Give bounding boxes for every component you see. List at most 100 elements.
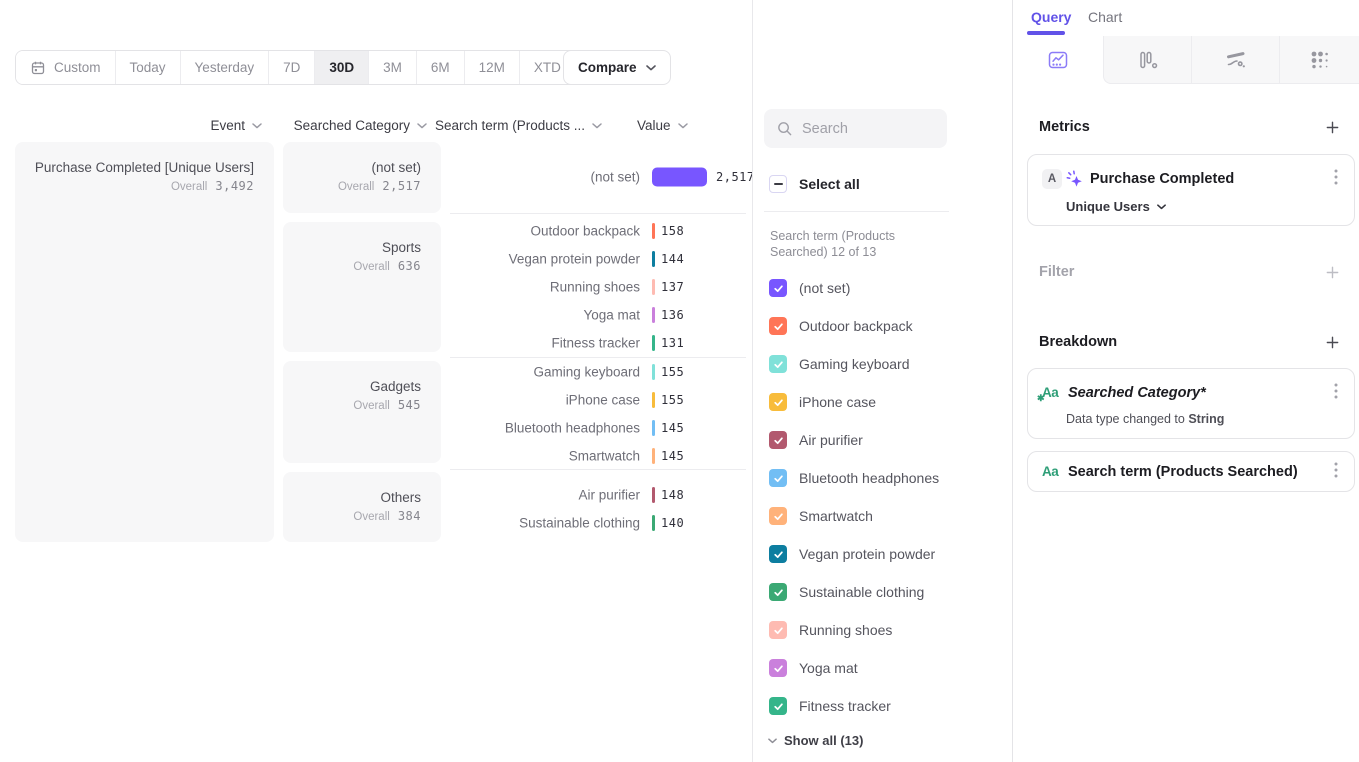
modified-asterisk: ✱ [1037, 393, 1045, 403]
category-name: Others [380, 490, 421, 505]
compare-button[interactable]: Compare [563, 50, 671, 85]
checkbox-checked[interactable] [769, 279, 787, 297]
term-label: Smartwatch [568, 448, 640, 464]
aggregation-selector[interactable]: Unique Users [1066, 199, 1340, 214]
legend-search-box[interactable] [764, 109, 947, 148]
checkbox-checked[interactable] [769, 469, 787, 487]
tab-flows[interactable] [1191, 36, 1279, 84]
select-all-label: Select all [799, 176, 860, 192]
legend-item-label: Vegan protein powder [799, 546, 936, 562]
add-breakdown-button[interactable] [1321, 331, 1343, 353]
checkbox-checked[interactable] [769, 317, 787, 335]
legend-item-smartwatch[interactable]: Smartwatch [769, 507, 873, 525]
value-bar[interactable] [652, 223, 655, 239]
group-divider [450, 213, 746, 214]
breakdown-name: Searched Category* [1068, 384, 1206, 401]
search-input[interactable] [802, 120, 935, 137]
select-all-checkbox-indeterminate[interactable] [769, 175, 787, 193]
value-bar[interactable] [652, 167, 707, 187]
kebab-icon [1334, 169, 1338, 185]
legend-item-gaming-keyboard[interactable]: Gaming keyboard [769, 355, 910, 373]
value-bar[interactable] [652, 279, 655, 295]
checkbox-checked[interactable] [769, 507, 787, 525]
checkbox-checked[interactable] [769, 621, 787, 639]
show-all-button[interactable]: Show all (13) [768, 733, 863, 748]
column-header-event[interactable]: Event [210, 117, 262, 134]
legend-item-yoga-mat[interactable]: Yoga mat [769, 659, 858, 677]
breakdown-card-searched-category[interactable]: Aa ✱ Searched Category* Data type changed… [1027, 368, 1355, 439]
value-bar[interactable] [652, 364, 655, 380]
metric-letter-badge: A [1042, 168, 1062, 189]
legend-item-running-shoes[interactable]: Running shoes [769, 621, 892, 639]
category-name: Sports [381, 240, 421, 255]
tab-insights[interactable] [1013, 36, 1103, 84]
category-overall-value: 384 [397, 509, 421, 523]
date-range-3m[interactable]: 3M [368, 51, 416, 84]
legend-item-iphone-case[interactable]: iPhone case [769, 393, 876, 411]
date-range-yesterday[interactable]: Yesterday [179, 51, 269, 84]
checkbox-checked[interactable] [769, 393, 787, 411]
checkbox-checked[interactable] [769, 545, 787, 563]
filter-heading: Filter [1039, 264, 1075, 280]
breakdown-card-search-term[interactable]: Aa Search term (Products Searched) [1027, 451, 1355, 492]
date-range-today[interactable]: Today [114, 51, 180, 84]
checkbox-checked[interactable] [769, 697, 787, 715]
metric-card[interactable]: A Purchase Completed Unique Users [1027, 154, 1355, 226]
date-range-12m[interactable]: 12M [463, 51, 519, 84]
checkbox-checked[interactable] [769, 583, 787, 601]
chevron-down-icon [592, 122, 602, 128]
date-range-7d[interactable]: 7D [268, 51, 315, 84]
add-metric-button[interactable] [1321, 116, 1343, 138]
value-bar[interactable] [652, 487, 655, 503]
check-icon [773, 436, 783, 444]
checkbox-checked[interactable] [769, 355, 787, 373]
term-label: Running shoes [549, 279, 640, 295]
legend-item-bluetooth-headphones[interactable]: Bluetooth headphones [769, 469, 939, 487]
term-value: 145 [661, 449, 685, 463]
term-row: Gaming keyboard 155 [450, 358, 750, 386]
event-overall-value: 3,492 [215, 179, 254, 193]
select-all-row[interactable]: Select all [769, 175, 860, 193]
compare-label: Compare [578, 60, 637, 75]
value-bar[interactable] [652, 392, 655, 408]
term-label: Outdoor backpack [530, 223, 640, 239]
term-value: 155 [661, 393, 685, 407]
value-bar[interactable] [652, 251, 655, 267]
legend-item-sustainable-clothing[interactable]: Sustainable clothing [769, 583, 924, 601]
breakdown-kebab-menu[interactable] [1332, 460, 1340, 483]
overall-label: Overall [337, 181, 375, 193]
value-bar[interactable] [652, 307, 655, 323]
legend-item-vegan-protein-powder[interactable]: Vegan protein powder [769, 545, 935, 563]
value-bar[interactable] [652, 515, 655, 531]
legend-item-outdoor-backpack[interactable]: Outdoor backpack [769, 317, 913, 335]
check-icon [773, 550, 783, 558]
add-filter-button[interactable] [1321, 261, 1343, 283]
value-bar[interactable] [652, 448, 655, 464]
metric-kebab-menu[interactable] [1332, 167, 1340, 190]
column-header-search-term[interactable]: Search term (Products ... [435, 117, 602, 134]
legend-item-fitness-tracker[interactable]: Fitness tracker [769, 697, 891, 715]
date-range-custom[interactable]: Custom [16, 51, 115, 84]
tab-funnels[interactable] [1103, 36, 1191, 84]
chevron-down-icon [252, 122, 262, 128]
report-type-tabs [1013, 36, 1359, 84]
legend-item-label: iPhone case [799, 394, 877, 410]
breakdown-kebab-menu[interactable] [1332, 381, 1340, 404]
tab-chart[interactable]: Chart [1088, 9, 1123, 25]
column-header-value[interactable]: Value [637, 117, 688, 134]
legend-item-label: Air purifier [799, 432, 863, 448]
date-range-6m[interactable]: 6M [415, 51, 464, 84]
legend-item--not-set-[interactable]: (not set) [769, 279, 850, 297]
term-row: Yoga mat 136 [450, 301, 750, 329]
date-range-30d[interactable]: 30D [314, 51, 369, 84]
column-header-searched-category[interactable]: Searched Category [294, 117, 427, 134]
checkbox-checked[interactable] [769, 659, 787, 677]
tab-retention[interactable] [1279, 36, 1359, 84]
tab-query[interactable]: Query [1031, 9, 1072, 25]
legend-item-label: Sustainable clothing [799, 584, 925, 600]
value-bar[interactable] [652, 335, 655, 351]
legend-item-air-purifier[interactable]: Air purifier [769, 431, 863, 449]
value-bar[interactable] [652, 420, 655, 436]
term-value: 155 [661, 365, 685, 379]
checkbox-checked[interactable] [769, 431, 787, 449]
